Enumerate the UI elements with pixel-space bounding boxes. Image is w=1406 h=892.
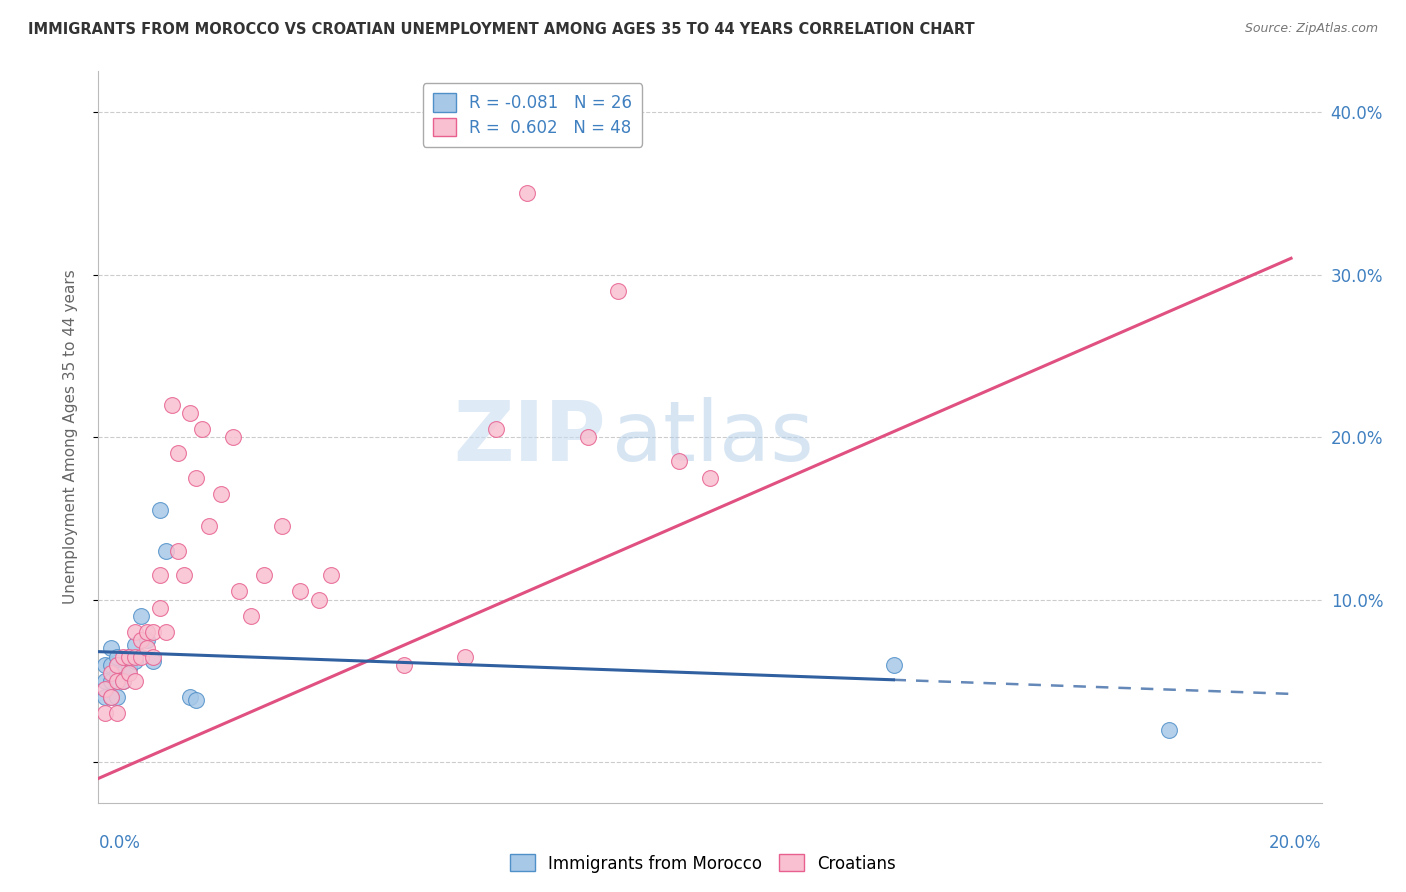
Point <box>105 706 128 721</box>
Point <box>93 690 115 705</box>
Point <box>124 654 146 668</box>
Point <box>1157 723 1180 737</box>
Point <box>222 430 245 444</box>
Point <box>186 471 208 485</box>
Point <box>142 649 165 664</box>
Point <box>93 657 115 672</box>
Point <box>100 690 122 705</box>
Point <box>129 608 152 623</box>
Point <box>111 649 134 664</box>
Point <box>319 568 342 582</box>
Point <box>240 608 263 623</box>
Point <box>149 568 172 582</box>
Point <box>124 673 146 688</box>
Point <box>228 584 250 599</box>
Point <box>576 430 599 444</box>
Text: ZIP: ZIP <box>454 397 606 477</box>
Point <box>118 649 141 664</box>
Point <box>197 519 219 533</box>
Point <box>105 657 128 672</box>
Point <box>668 454 690 468</box>
Point <box>100 690 122 705</box>
Point <box>136 633 159 648</box>
Point <box>105 690 128 705</box>
Point <box>252 568 274 582</box>
Point <box>179 406 201 420</box>
Point <box>392 657 416 672</box>
Point <box>290 584 312 599</box>
Point <box>105 657 128 672</box>
Point <box>100 657 122 672</box>
Point <box>173 568 195 582</box>
Point <box>142 625 165 640</box>
Point <box>93 706 115 721</box>
Point <box>100 673 122 688</box>
Point <box>118 665 141 680</box>
Text: IMMIGRANTS FROM MOROCCO VS CROATIAN UNEMPLOYMENT AMONG AGES 35 TO 44 YEARS CORRE: IMMIGRANTS FROM MOROCCO VS CROATIAN UNEM… <box>28 22 974 37</box>
Point <box>111 673 134 688</box>
Point <box>100 665 122 680</box>
Text: 0.0%: 0.0% <box>98 834 141 852</box>
Point <box>186 693 208 707</box>
Point <box>167 544 190 558</box>
Legend: R = -0.081   N = 26, R =  0.602   N = 48: R = -0.081 N = 26, R = 0.602 N = 48 <box>423 83 643 146</box>
Point <box>516 186 538 201</box>
Point <box>191 422 214 436</box>
Point <box>111 673 134 688</box>
Point <box>179 690 201 705</box>
Text: Source: ZipAtlas.com: Source: ZipAtlas.com <box>1244 22 1378 36</box>
Point <box>607 284 630 298</box>
Point <box>155 544 177 558</box>
Point <box>129 633 152 648</box>
Point <box>699 471 721 485</box>
Point <box>454 649 477 664</box>
Point <box>160 398 183 412</box>
Point <box>136 641 159 656</box>
Point <box>136 625 159 640</box>
Point <box>308 592 330 607</box>
Legend: Immigrants from Morocco, Croatians: Immigrants from Morocco, Croatians <box>503 847 903 880</box>
Y-axis label: Unemployment Among Ages 35 to 44 years: Unemployment Among Ages 35 to 44 years <box>63 269 77 605</box>
Text: atlas: atlas <box>612 397 814 477</box>
Point <box>111 665 134 680</box>
Point <box>129 649 152 664</box>
Point <box>209 487 232 501</box>
Point <box>124 638 146 652</box>
Point <box>105 665 128 680</box>
Text: 20.0%: 20.0% <box>1270 834 1322 852</box>
Point <box>105 649 128 664</box>
Point <box>149 600 172 615</box>
Point <box>142 654 165 668</box>
Point <box>155 625 177 640</box>
Point <box>93 681 115 696</box>
Point <box>124 649 146 664</box>
Point <box>167 446 190 460</box>
Point <box>100 641 122 656</box>
Point <box>883 657 905 672</box>
Point <box>118 661 141 675</box>
Point <box>149 503 172 517</box>
Point <box>485 422 508 436</box>
Point <box>93 673 115 688</box>
Point <box>105 673 128 688</box>
Point <box>124 625 146 640</box>
Point <box>270 519 292 533</box>
Point <box>118 649 141 664</box>
